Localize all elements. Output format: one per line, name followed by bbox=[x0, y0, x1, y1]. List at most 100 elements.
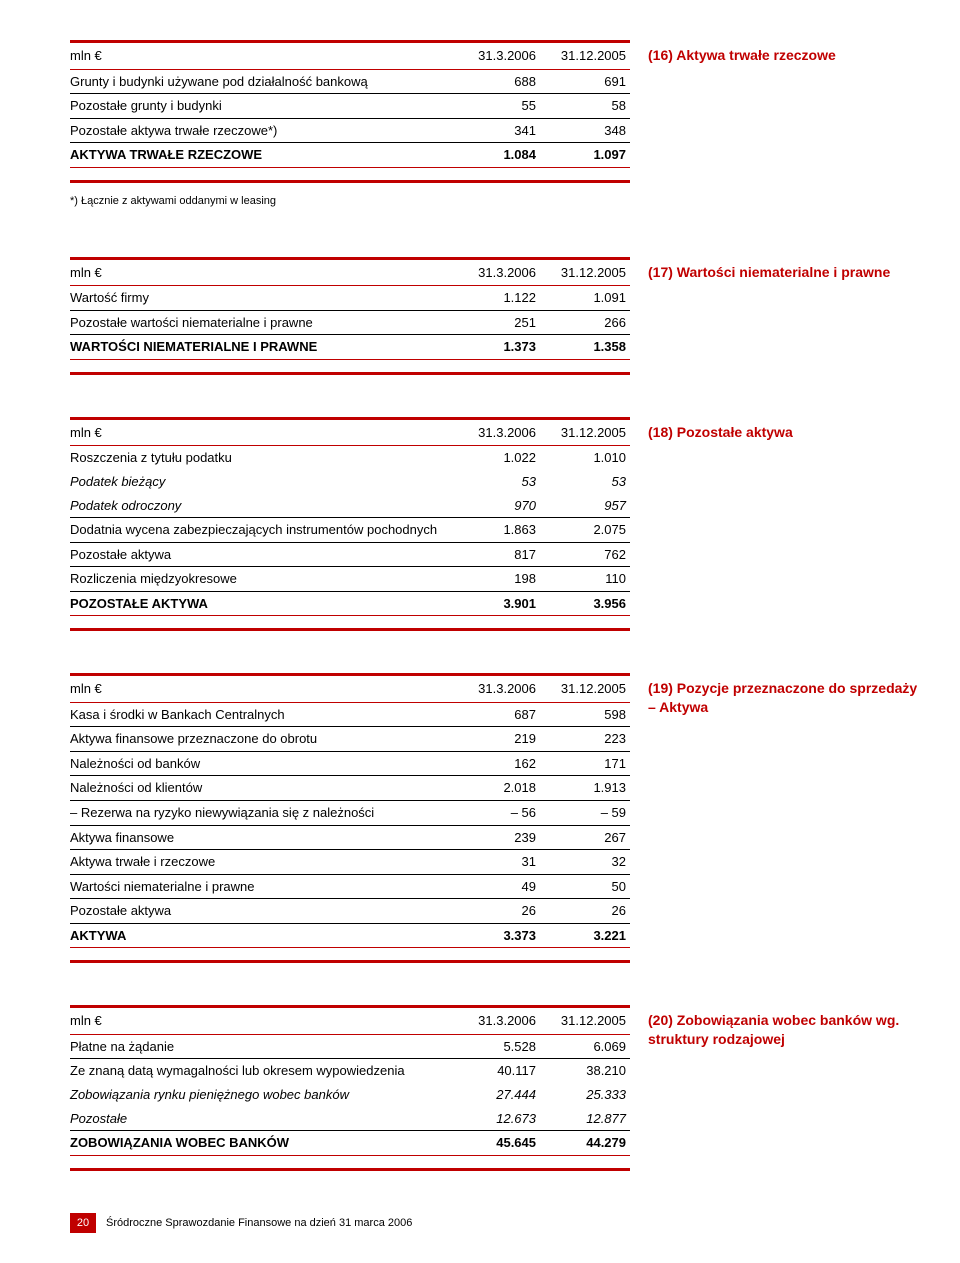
table-row: Pozostałe grunty i budynki5558 bbox=[70, 94, 630, 119]
row-val-a: 162 bbox=[450, 751, 540, 776]
footnote: *) Łącznie z aktywami oddanymi w leasing bbox=[70, 195, 630, 207]
row-val-a: 817 bbox=[450, 542, 540, 567]
row-val-b: 267 bbox=[540, 825, 630, 850]
row-val-b: 58 bbox=[540, 94, 630, 119]
row-val-b: 348 bbox=[540, 118, 630, 143]
table-total: WARTOŚCI NIEMATERIALNE I PRAWNE1.3731.35… bbox=[70, 335, 630, 360]
row-label: Grunty i budynki używane pod działalność… bbox=[70, 69, 450, 94]
table-row: – Rezerwa na ryzyko niewywiązania się z … bbox=[70, 801, 630, 826]
row-label: Zobowiązania rynku pieniężnego wobec ban… bbox=[70, 1083, 450, 1107]
side-label: (18) Pozostałe aktywa bbox=[648, 417, 793, 442]
table-total: AKTYWA3.3733.221 bbox=[70, 923, 630, 948]
table-17: mln € 31.3.2006 31.12.2005 Wartość firmy… bbox=[70, 257, 630, 375]
row-val-a: 49 bbox=[450, 874, 540, 899]
table-row: Wartości niematerialne i prawne4950 bbox=[70, 874, 630, 899]
row-label: Wartość firmy bbox=[70, 286, 450, 311]
row-label: Podatek bieżący bbox=[70, 470, 450, 494]
header-col-b: 31.12.2005 bbox=[540, 1007, 630, 1035]
row-val-a: 1.863 bbox=[450, 518, 540, 543]
page-number: 20 bbox=[70, 1213, 96, 1233]
row-label: Aktywa finansowe przeznaczone do obrotu bbox=[70, 727, 450, 752]
row-val-b: 38.210 bbox=[540, 1059, 630, 1083]
total-b: 1.358 bbox=[540, 335, 630, 360]
table-total: POZOSTAŁE AKTYWA3.9013.956 bbox=[70, 591, 630, 616]
section-18: mln € 31.3.2006 31.12.2005 Roszczenia z … bbox=[70, 417, 920, 631]
total-label: AKTYWA bbox=[70, 923, 450, 948]
total-label: POZOSTAŁE AKTYWA bbox=[70, 591, 450, 616]
row-val-a: – 56 bbox=[450, 801, 540, 826]
table-row: Należności od klientów2.0181.913 bbox=[70, 776, 630, 801]
row-val-a: 198 bbox=[450, 567, 540, 592]
row-val-a: 5.528 bbox=[450, 1034, 540, 1059]
section-20: mln € 31.3.2006 31.12.2005 Płatne na żąd… bbox=[70, 1005, 920, 1170]
table-header: mln € 31.3.2006 31.12.2005 bbox=[70, 258, 630, 286]
table-row: Wartość firmy1.1221.091 bbox=[70, 286, 630, 311]
row-val-b: 1.010 bbox=[540, 446, 630, 470]
row-val-a: 12.673 bbox=[450, 1107, 540, 1131]
row-val-b: 1.913 bbox=[540, 776, 630, 801]
total-label: WARTOŚCI NIEMATERIALNE I PRAWNE bbox=[70, 335, 450, 360]
table-row: Zobowiązania rynku pieniężnego wobec ban… bbox=[70, 1083, 630, 1107]
row-label: Dodatnia wycena zabezpieczających instru… bbox=[70, 518, 450, 543]
row-val-a: 688 bbox=[450, 69, 540, 94]
table-row: Dodatnia wycena zabezpieczających instru… bbox=[70, 518, 630, 543]
row-val-a: 2.018 bbox=[450, 776, 540, 801]
row-label: Pozostałe grunty i budynki bbox=[70, 94, 450, 119]
row-val-a: 251 bbox=[450, 310, 540, 335]
table-20: mln € 31.3.2006 31.12.2005 Płatne na żąd… bbox=[70, 1005, 630, 1170]
header-col-a: 31.3.2006 bbox=[450, 258, 540, 286]
row-label: Pozostałe wartości niematerialne i prawn… bbox=[70, 310, 450, 335]
table-end bbox=[70, 616, 630, 630]
row-val-a: 40.117 bbox=[450, 1059, 540, 1083]
table-row: Pozostałe aktywa817762 bbox=[70, 542, 630, 567]
row-val-a: 239 bbox=[450, 825, 540, 850]
row-val-b: 25.333 bbox=[540, 1083, 630, 1107]
row-val-b: 12.877 bbox=[540, 1107, 630, 1131]
row-val-b: 53 bbox=[540, 470, 630, 494]
row-label: Roszczenia z tytułu podatku bbox=[70, 446, 450, 470]
row-val-b: 691 bbox=[540, 69, 630, 94]
table-row: Aktywa trwałe i rzeczowe3132 bbox=[70, 850, 630, 875]
header-currency: mln € bbox=[70, 42, 450, 70]
header-currency: mln € bbox=[70, 1007, 450, 1035]
table-end bbox=[70, 359, 630, 373]
total-b: 44.279 bbox=[540, 1131, 630, 1156]
row-label: Należności od klientów bbox=[70, 776, 450, 801]
table-row: Roszczenia z tytułu podatku1.0221.010 bbox=[70, 446, 630, 470]
total-a: 3.373 bbox=[450, 923, 540, 948]
table-row: Aktywa finansowe239267 bbox=[70, 825, 630, 850]
section-17: mln € 31.3.2006 31.12.2005 Wartość firmy… bbox=[70, 257, 920, 375]
table-row: Pozostałe12.67312.877 bbox=[70, 1107, 630, 1131]
row-label: Pozostałe bbox=[70, 1107, 450, 1131]
page-footer: 20 Śródroczne Sprawozdanie Finansowe na … bbox=[70, 1213, 920, 1233]
row-label: Pozostałe aktywa bbox=[70, 542, 450, 567]
row-label: Wartości niematerialne i prawne bbox=[70, 874, 450, 899]
row-val-a: 31 bbox=[450, 850, 540, 875]
row-label: Podatek odroczony bbox=[70, 494, 450, 518]
table-row: Podatek odroczony970957 bbox=[70, 494, 630, 518]
header-col-a: 31.3.2006 bbox=[450, 675, 540, 703]
header-col-a: 31.3.2006 bbox=[450, 1007, 540, 1035]
table-row: Pozostałe wartości niematerialne i prawn… bbox=[70, 310, 630, 335]
table-row: Rozliczenia międzyokresowe198110 bbox=[70, 567, 630, 592]
row-val-b: 32 bbox=[540, 850, 630, 875]
row-val-b: 110 bbox=[540, 567, 630, 592]
section-16: mln € 31.3.2006 31.12.2005 Grunty i budy… bbox=[70, 40, 920, 215]
header-col-a: 31.3.2006 bbox=[450, 418, 540, 446]
row-val-a: 687 bbox=[450, 702, 540, 727]
row-val-a: 219 bbox=[450, 727, 540, 752]
table-row: Aktywa finansowe przeznaczone do obrotu2… bbox=[70, 727, 630, 752]
row-val-b: 2.075 bbox=[540, 518, 630, 543]
table-header: mln € 31.3.2006 31.12.2005 bbox=[70, 1007, 630, 1035]
table-row: Podatek bieżący5353 bbox=[70, 470, 630, 494]
row-val-b: 6.069 bbox=[540, 1034, 630, 1059]
header-col-b: 31.12.2005 bbox=[540, 418, 630, 446]
side-label: (17) Wartości niematerialne i prawne bbox=[648, 257, 890, 282]
row-val-b: 266 bbox=[540, 310, 630, 335]
total-a: 1.084 bbox=[450, 143, 540, 168]
table-total: ZOBOWIĄZANIA WOBEC BANKÓW45.64544.279 bbox=[70, 1131, 630, 1156]
table-end bbox=[70, 948, 630, 962]
table-wrap: mln € 31.3.2006 31.12.2005 Grunty i budy… bbox=[70, 40, 630, 215]
table-16: mln € 31.3.2006 31.12.2005 Grunty i budy… bbox=[70, 40, 630, 183]
row-val-a: 27.444 bbox=[450, 1083, 540, 1107]
